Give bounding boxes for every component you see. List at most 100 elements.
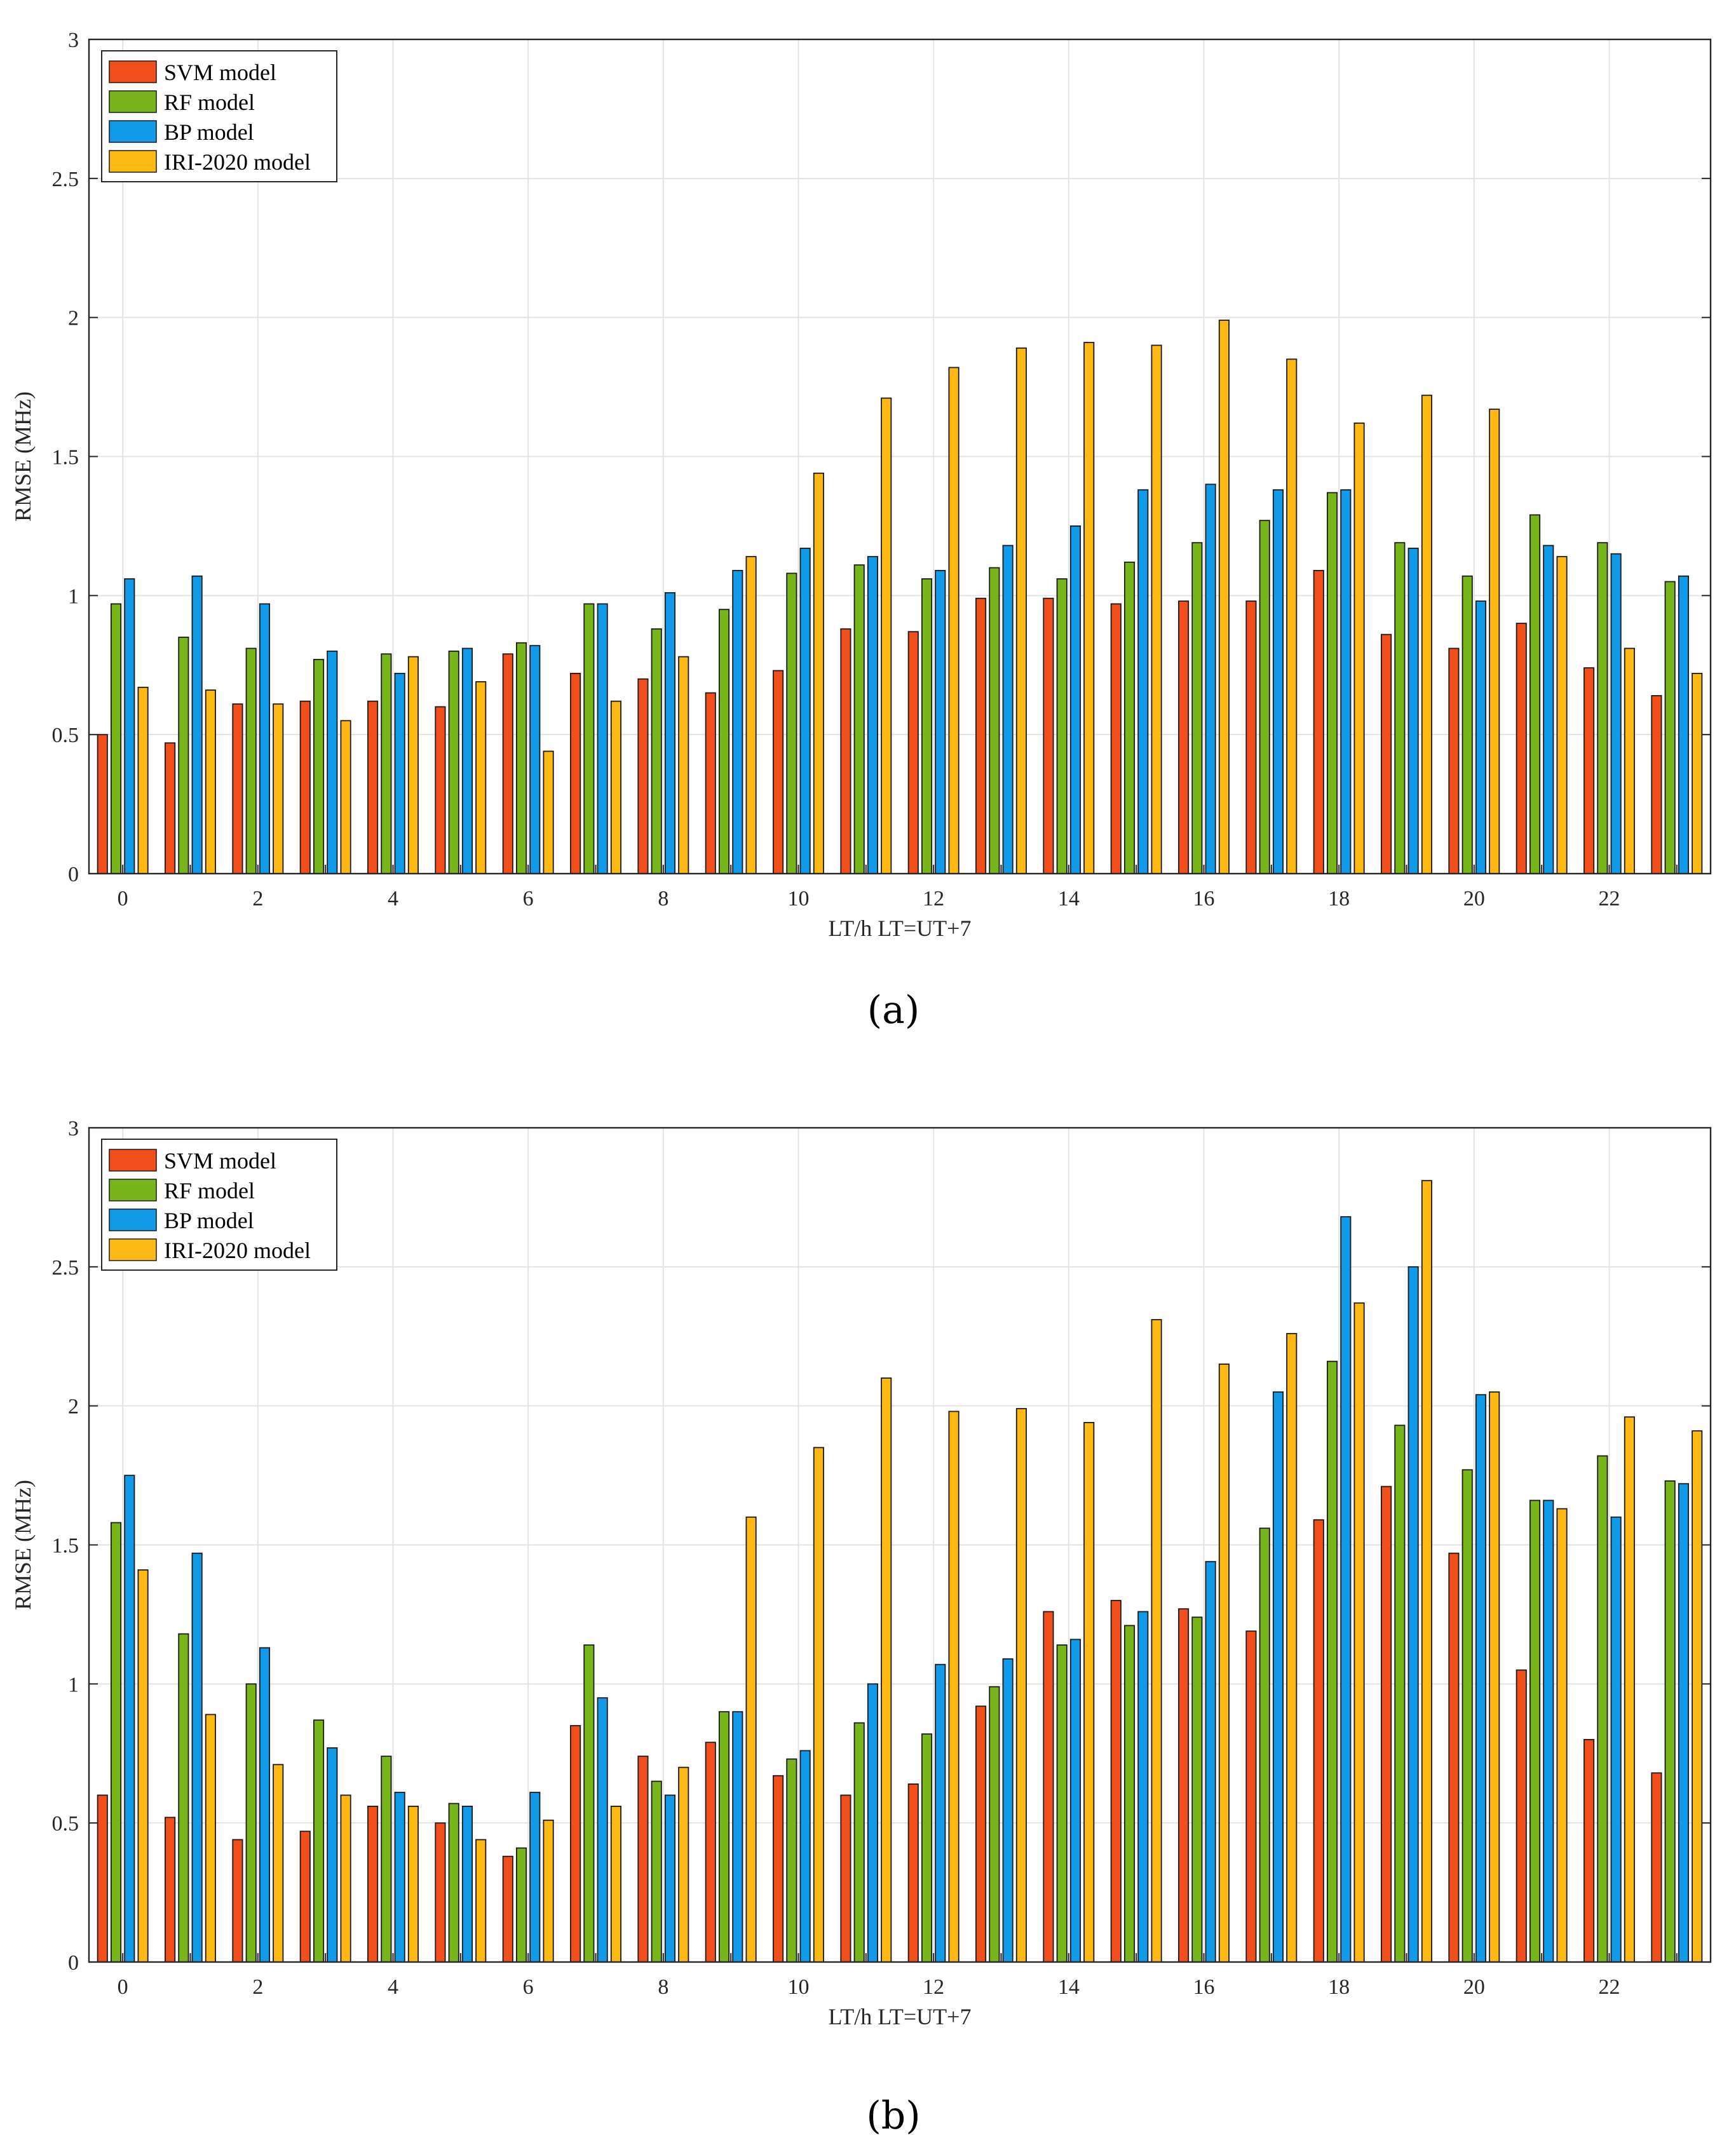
bar-iri-2020-model-1 xyxy=(205,689,216,874)
x-tick-label: 20 xyxy=(1463,887,1485,910)
bar-iri-2020-model-21 xyxy=(1556,556,1568,874)
bar-rf-model-18 xyxy=(1326,1360,1338,1963)
bar-svm-model-18 xyxy=(1313,1519,1324,1963)
bar-iri-2020-model-5 xyxy=(475,681,487,874)
bar-bp-model-3 xyxy=(327,650,338,874)
bar-bp-model-17 xyxy=(1272,1391,1284,1963)
chart-panel-a: 0 0.5 1 1.5 2 2.5 3 0 2 4 6 8 10 12 14 16 18 20 22 LT/h LT=… xyxy=(10,29,1712,1032)
bar-rf-model-14 xyxy=(1056,1644,1068,1963)
bar-rf-model-0 xyxy=(110,1522,122,1963)
bar-svm-model-5 xyxy=(435,1822,446,1963)
bar-svm-model-18 xyxy=(1313,570,1324,874)
bar-iri-2020-model-0 xyxy=(137,1569,149,1963)
bar-rf-model-22 xyxy=(1597,1455,1608,1963)
x-tick-label: 2 xyxy=(252,887,263,910)
bar-rf-model-6 xyxy=(515,642,527,874)
legend-label: RF model xyxy=(164,1178,255,1203)
bar-iri-2020-model-9 xyxy=(745,556,757,874)
bar-bp-model-23 xyxy=(1678,575,1690,874)
bar-svm-model-10 xyxy=(773,1775,784,1963)
x-tick-label: 16 xyxy=(1193,1975,1215,1999)
legend-swatch xyxy=(109,90,157,113)
bar-svm-model-20 xyxy=(1448,1552,1460,1963)
bar-rf-model-3 xyxy=(313,659,325,874)
bar-svm-model-21 xyxy=(1516,1669,1527,1963)
bar-svm-model-16 xyxy=(1178,1608,1190,1963)
x-tick-label: 8 xyxy=(658,887,668,910)
bar-bp-model-16 xyxy=(1205,1560,1216,1963)
bar-bp-model-13 xyxy=(1002,545,1014,874)
legend: SVM model RF model BP model IRI-2020 model xyxy=(101,50,337,182)
y-tick-label: 3 xyxy=(68,1117,79,1140)
bar-bp-model-9 xyxy=(732,1711,743,1963)
bar-bp-model-23 xyxy=(1678,1483,1690,1963)
bar-svm-model-16 xyxy=(1178,600,1190,874)
bar-svm-model-5 xyxy=(435,706,446,874)
bar-rf-model-19 xyxy=(1394,1425,1406,1963)
bar-rf-model-3 xyxy=(313,1719,325,1963)
y-tick-label: 2 xyxy=(68,307,79,330)
bar-svm-model-17 xyxy=(1245,1630,1257,1963)
bar-bp-model-19 xyxy=(1407,1266,1419,1963)
x-tick-label: 4 xyxy=(388,1975,398,1999)
bar-bp-model-2 xyxy=(259,603,271,874)
bar-rf-model-8 xyxy=(651,1780,662,1963)
bar-rf-model-20 xyxy=(1461,575,1473,874)
bar-svm-model-7 xyxy=(570,1725,581,1963)
bar-rf-model-10 xyxy=(786,1758,797,1963)
legend-swatch xyxy=(109,1208,157,1231)
bar-rf-model-7 xyxy=(583,603,595,874)
bar-svm-model-0 xyxy=(97,734,108,874)
bar-rf-model-17 xyxy=(1259,520,1270,874)
bar-rf-model-14 xyxy=(1056,578,1068,874)
bar-iri-2020-model-16 xyxy=(1218,1364,1230,1963)
x-tick-label: 22 xyxy=(1599,1975,1620,1999)
y-tick-label: 3 xyxy=(68,29,79,52)
y-tick-label: 2.5 xyxy=(52,1256,79,1280)
bar-iri-2020-model-18 xyxy=(1353,423,1365,874)
bar-bp-model-1 xyxy=(191,1552,203,1963)
y-tick-label: 2.5 xyxy=(52,168,79,191)
bar-svm-model-11 xyxy=(840,1794,851,1963)
bar-iri-2020-model-2 xyxy=(273,703,284,874)
legend-swatch xyxy=(109,120,157,143)
legend-label: RF model xyxy=(164,90,255,115)
y-tick-label: 0.5 xyxy=(52,1812,79,1836)
bar-svm-model-22 xyxy=(1583,667,1595,874)
bar-bp-model-16 xyxy=(1205,484,1216,874)
bar-iri-2020-model-8 xyxy=(678,656,689,874)
bar-bp-model-12 xyxy=(935,1663,946,1963)
bar-iri-2020-model-1 xyxy=(205,1714,216,1963)
bar-svm-model-13 xyxy=(975,597,987,874)
bar-rf-model-11 xyxy=(853,564,865,874)
bar-svm-model-9 xyxy=(705,1742,716,1963)
bar-rf-model-9 xyxy=(718,1711,730,1963)
bar-bp-model-7 xyxy=(597,603,608,874)
x-tick-label: 4 xyxy=(388,887,398,910)
bar-iri-2020-model-23 xyxy=(1692,672,1703,874)
bar-rf-model-19 xyxy=(1394,542,1406,874)
bar-svm-model-17 xyxy=(1245,600,1257,874)
bar-rf-model-21 xyxy=(1529,514,1541,874)
bar-bp-model-19 xyxy=(1407,548,1419,874)
bar-iri-2020-model-14 xyxy=(1083,1422,1095,1963)
bar-iri-2020-model-3 xyxy=(340,720,351,874)
bar-iri-2020-model-17 xyxy=(1286,1332,1298,1963)
x-tick-label: 10 xyxy=(788,1975,810,1999)
legend-label: BP model xyxy=(164,1208,254,1233)
x-tick-label: 0 xyxy=(118,1975,128,1999)
bar-svm-model-4 xyxy=(367,700,379,874)
bar-rf-model-13 xyxy=(989,567,1000,874)
y-axis-label: RMSE (MHz) xyxy=(10,391,36,522)
bar-svm-model-9 xyxy=(705,692,716,874)
bar-iri-2020-model-21 xyxy=(1556,1508,1568,1963)
bar-rf-model-6 xyxy=(515,1847,527,1963)
bar-svm-model-7 xyxy=(570,672,581,874)
x-tick-label: 22 xyxy=(1599,887,1620,910)
bar-iri-2020-model-19 xyxy=(1421,1180,1432,1963)
bar-bp-model-14 xyxy=(1069,525,1082,874)
bar-rf-model-16 xyxy=(1191,1616,1203,1963)
bar-svm-model-15 xyxy=(1110,1600,1122,1963)
bar-rf-model-2 xyxy=(245,1683,257,1963)
